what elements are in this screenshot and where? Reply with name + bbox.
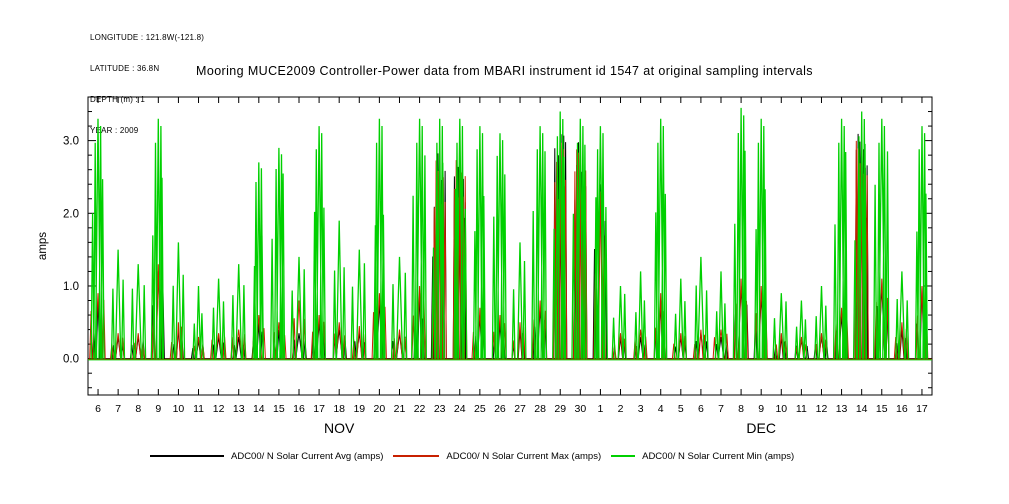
legend-label-min: ADC00/ N Solar Current Min (amps) [642, 450, 795, 462]
chart-legend: ADC00/ N Solar Current Avg (amps) ADC00/… [150, 448, 980, 464]
svg-text:17: 17 [313, 403, 325, 415]
svg-text:19: 19 [353, 403, 365, 415]
svg-text:6: 6 [95, 403, 101, 415]
svg-text:11: 11 [193, 403, 204, 415]
svg-text:23: 23 [434, 403, 446, 415]
svg-text:8: 8 [738, 403, 744, 415]
svg-text:15: 15 [876, 403, 888, 415]
svg-text:2.0: 2.0 [63, 208, 79, 220]
svg-text:13: 13 [836, 403, 848, 415]
svg-text:14: 14 [253, 403, 265, 415]
svg-text:amps: amps [37, 232, 49, 260]
depth-label: DEPTH (m) : 1 [90, 95, 146, 105]
svg-text:0.0: 0.0 [63, 354, 79, 366]
svg-text:9: 9 [155, 403, 161, 415]
svg-text:27: 27 [514, 403, 526, 415]
svg-text:14: 14 [856, 403, 868, 415]
svg-text:3.0: 3.0 [63, 136, 79, 148]
svg-text:26: 26 [494, 403, 506, 415]
legend-label-max: ADC00/ N Solar Current Max (amps) [446, 450, 602, 462]
svg-text:13: 13 [233, 403, 245, 415]
svg-text:2: 2 [618, 403, 624, 415]
latitude-label: LATITUDE : 36.8N [90, 63, 160, 73]
svg-text:24: 24 [454, 403, 466, 415]
svg-text:4: 4 [658, 403, 664, 415]
legend-item-avg: ADC00/ N Solar Current Avg (amps) [150, 451, 383, 462]
svg-text:21: 21 [394, 403, 406, 415]
svg-text:18: 18 [333, 403, 345, 415]
chart-title: Mooring MUCE2009 Controller-Power data f… [196, 64, 813, 78]
svg-text:15: 15 [273, 403, 285, 415]
svg-text:16: 16 [293, 403, 305, 415]
svg-text:20: 20 [374, 403, 386, 415]
svg-text:7: 7 [115, 403, 121, 415]
longitude-label: LONGITUDE : 121.8W(-121.8) [90, 32, 205, 42]
legend-label-avg: ADC00/ N Solar Current Avg (amps) [231, 450, 384, 462]
svg-text:NOV: NOV [324, 420, 355, 436]
max-line-swatch [393, 455, 440, 457]
svg-text:10: 10 [173, 403, 185, 415]
min-line-swatch [611, 455, 636, 457]
legend-item-max: ADC00/ N Solar Current Max (amps) [393, 451, 601, 462]
svg-text:25: 25 [474, 403, 486, 415]
svg-text:5: 5 [678, 403, 684, 415]
svg-text:8: 8 [135, 403, 141, 415]
svg-text:16: 16 [896, 403, 908, 415]
svg-text:28: 28 [534, 403, 546, 415]
svg-text:7: 7 [718, 403, 724, 415]
svg-text:30: 30 [574, 403, 586, 415]
svg-text:11: 11 [796, 403, 807, 415]
svg-text:22: 22 [414, 403, 426, 415]
legend-item-min: ADC00/ N Solar Current Min (amps) [611, 451, 794, 462]
svg-text:1.0: 1.0 [63, 281, 79, 293]
svg-text:10: 10 [775, 403, 787, 415]
svg-text:DEC: DEC [746, 420, 776, 436]
svg-text:1: 1 [598, 403, 604, 415]
svg-text:29: 29 [554, 403, 566, 415]
svg-text:12: 12 [816, 403, 828, 415]
svg-text:6: 6 [698, 403, 704, 415]
svg-text:9: 9 [758, 403, 764, 415]
svg-text:17: 17 [916, 403, 928, 415]
svg-text:12: 12 [213, 403, 225, 415]
avg-line-swatch [150, 455, 224, 457]
svg-text:3: 3 [638, 403, 644, 415]
